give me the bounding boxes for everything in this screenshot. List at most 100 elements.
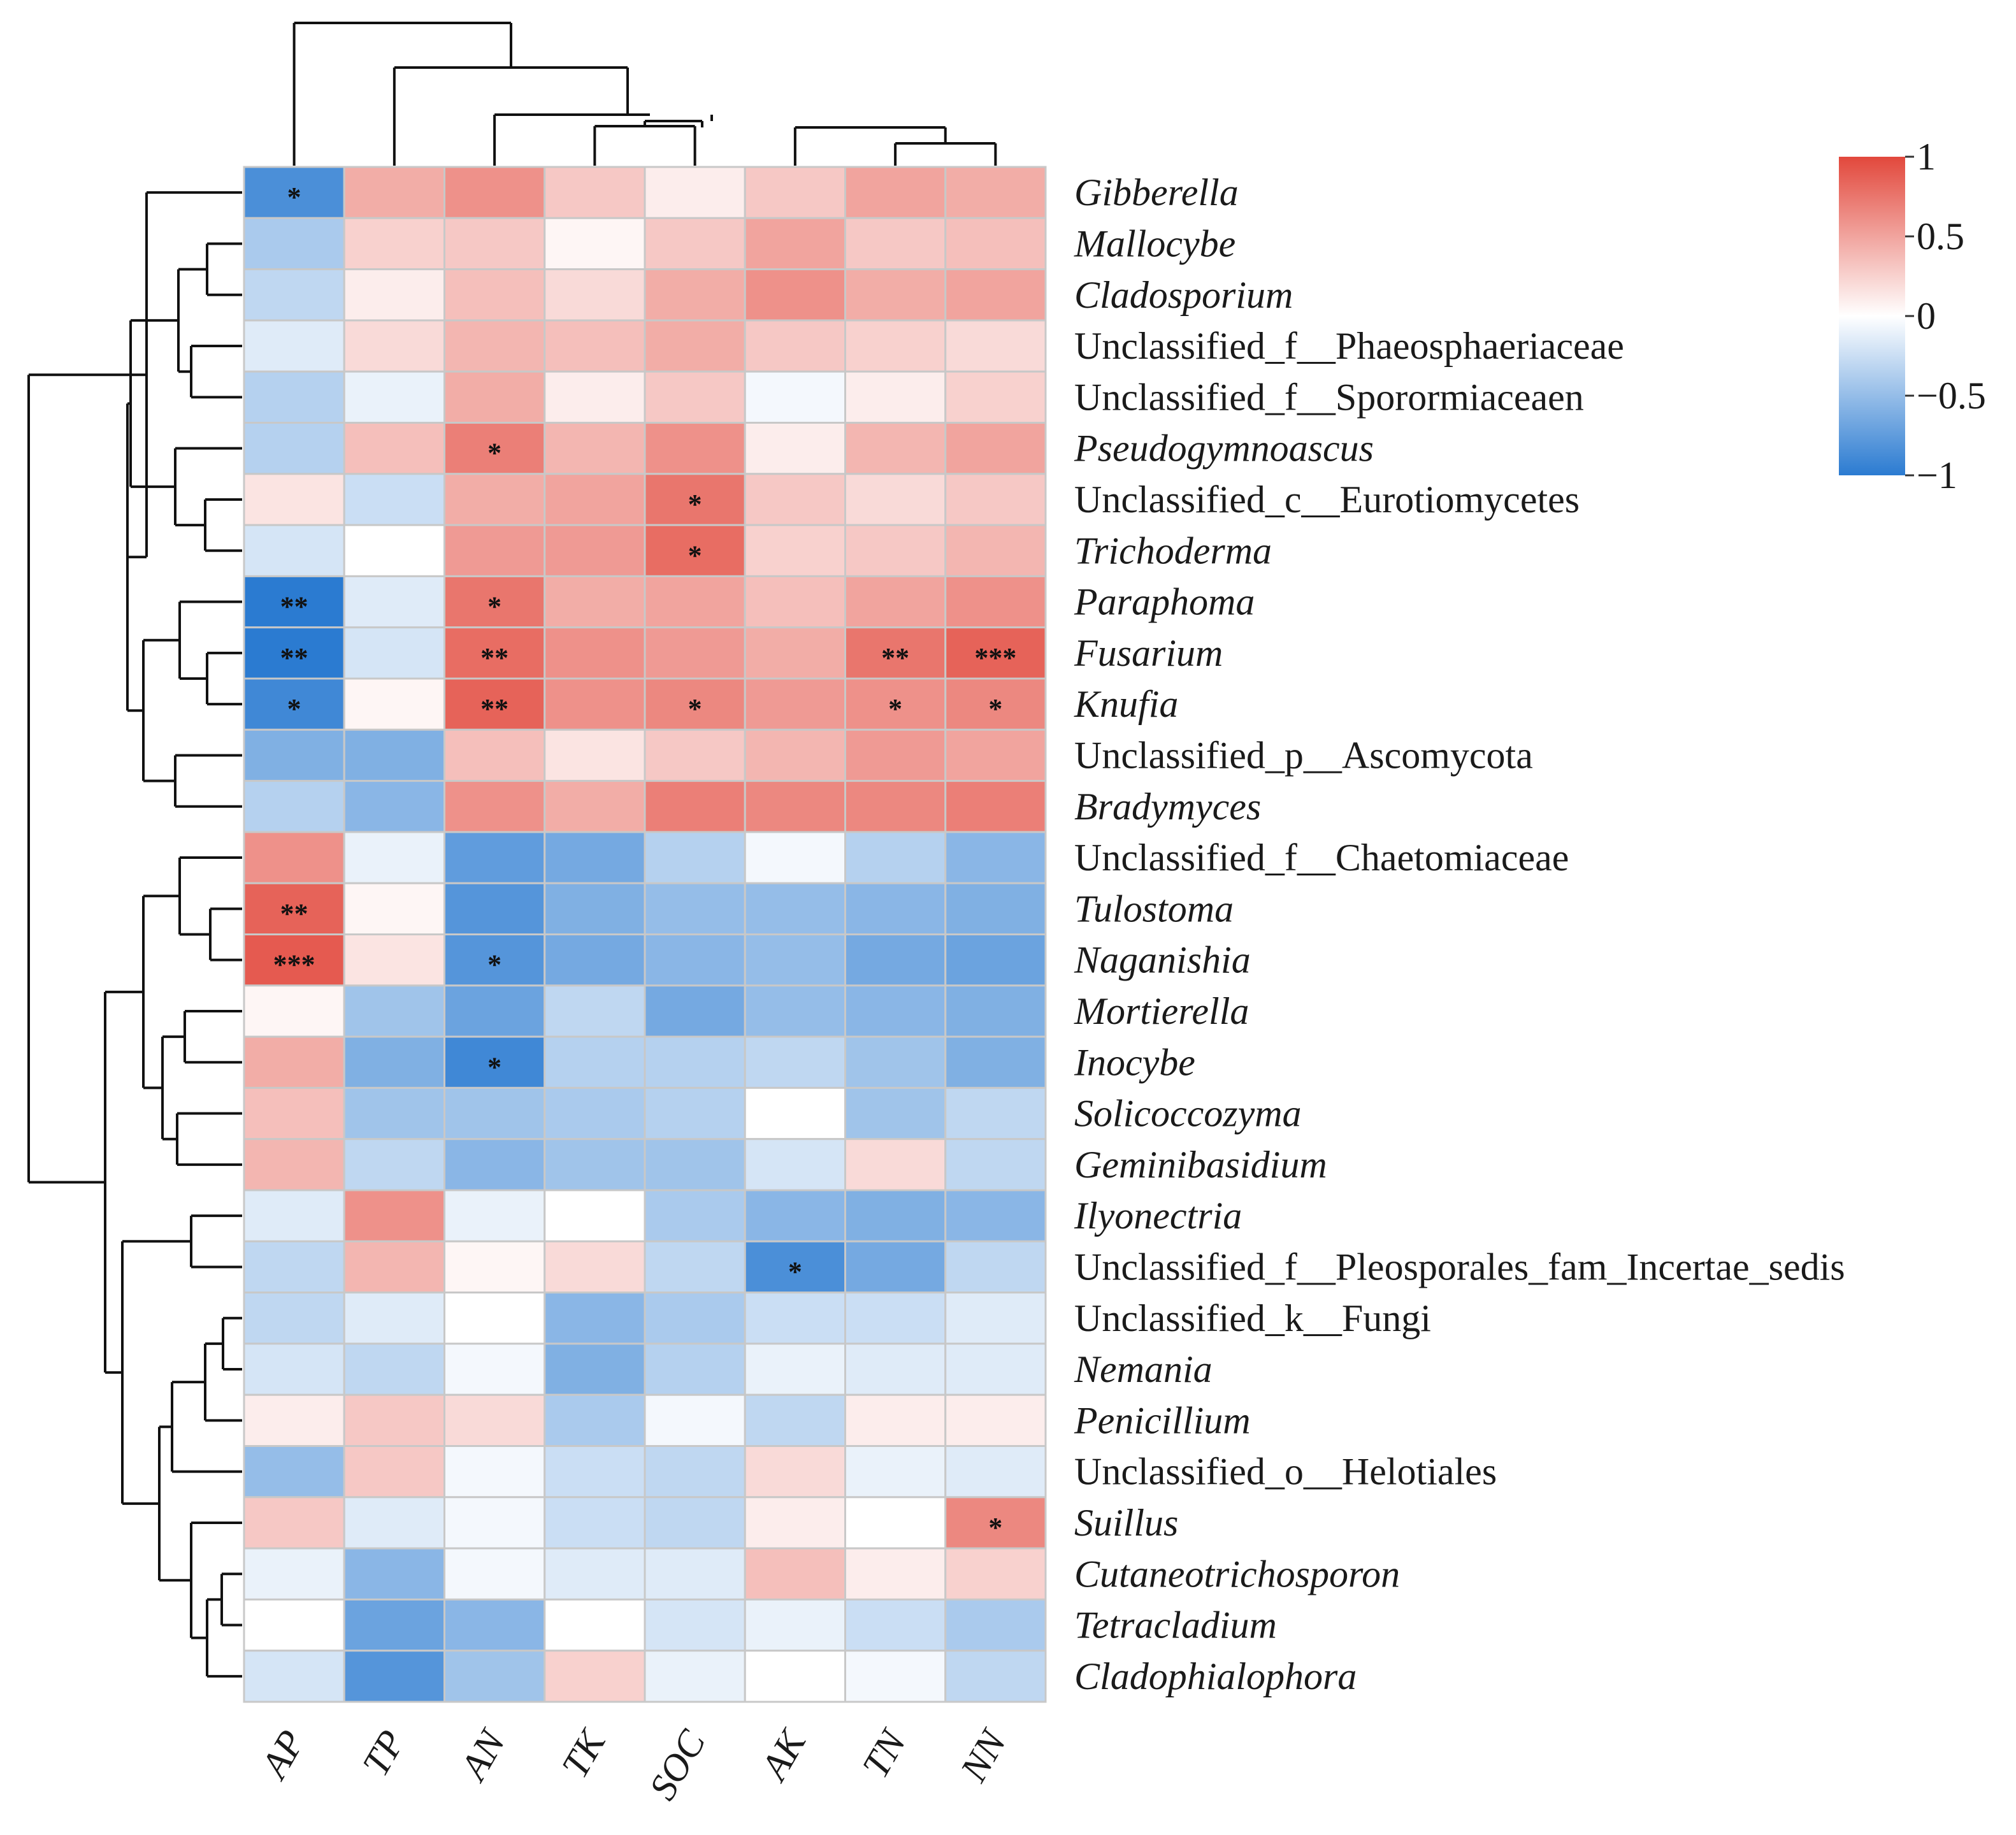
row-label: Tulostoma (1074, 888, 1234, 930)
heatmap-cell (544, 1035, 646, 1089)
heatmap-cell (544, 524, 646, 577)
heatmap-cell (343, 1547, 445, 1601)
heatmap-cell (644, 217, 746, 271)
heatmap-cell (243, 780, 345, 833)
heatmap-cell (443, 524, 546, 577)
heatmap-cell (443, 933, 546, 987)
heatmap-cell (944, 780, 1047, 833)
row-label: Suillus (1074, 1502, 1178, 1544)
heatmap-cell (343, 1086, 445, 1141)
heatmap-cell (544, 1547, 646, 1601)
heatmap-cell (644, 677, 746, 731)
heatmap-cell (243, 1035, 345, 1089)
heatmap-cell (644, 319, 746, 373)
heatmap-cell (343, 422, 445, 475)
heatmap-cell (744, 831, 846, 884)
heatmap-cell (744, 1342, 846, 1396)
row-label: Unclassified_p__Ascomycota (1074, 734, 1533, 776)
heatmap-cell (443, 166, 546, 219)
heatmap-cell (343, 575, 445, 629)
significance-mark: ** (280, 642, 308, 673)
heatmap-cell (544, 626, 646, 680)
heatmap-cell (944, 370, 1047, 424)
significance-mark: * (688, 693, 702, 724)
heatmap-cell (644, 1292, 746, 1345)
heatmap-cell (944, 728, 1047, 782)
significance-mark: *** (974, 642, 1016, 673)
heatmap-cell (243, 728, 345, 782)
heatmap-cells (243, 166, 1047, 1703)
row-label: Cladophialophora (1074, 1655, 1357, 1697)
heatmap-cell (443, 1138, 546, 1191)
heatmap-cell (644, 1650, 746, 1703)
row-label: Unclassified_f__Chaetomiaceae (1074, 837, 1569, 879)
colorbar-bar (1839, 157, 1905, 475)
heatmap-cell (844, 984, 947, 1038)
heatmap-cell (644, 1035, 746, 1089)
heatmap-cell (944, 1598, 1047, 1652)
heatmap-cell (944, 524, 1047, 577)
heatmap-cell (944, 1035, 1047, 1089)
heatmap-cell (744, 166, 846, 219)
heatmap-cell (443, 1035, 546, 1089)
heatmap-cell (944, 1496, 1047, 1550)
heatmap-cell (944, 1189, 1047, 1242)
heatmap-cell (343, 1342, 445, 1396)
heatmap-cell (644, 1445, 746, 1499)
heatmap-cell (944, 1292, 1047, 1345)
column-dendrogram (292, 22, 997, 166)
heatmap-cell (443, 831, 546, 884)
heatmap-cell (243, 217, 345, 271)
heatmap-cell (644, 1598, 746, 1652)
heatmap-cell (343, 1240, 445, 1294)
heatmap-cell (343, 984, 445, 1038)
heatmap-cell (243, 1598, 345, 1652)
row-label: Fusarium (1074, 632, 1223, 674)
heatmap-cell (343, 728, 445, 782)
heatmap-cell (243, 319, 345, 373)
significance-mark: * (788, 1256, 802, 1287)
heatmap-cell (744, 268, 846, 322)
heatmap-cell (644, 1547, 746, 1601)
heatmap-cell (644, 984, 746, 1038)
heatmap-cell (544, 166, 646, 219)
heatmap-cell (243, 1086, 345, 1141)
row-label: Penicillium (1074, 1399, 1251, 1441)
heatmap-cell (744, 1598, 846, 1652)
heatmap-cell (644, 1086, 746, 1141)
heatmap-cell (644, 268, 746, 322)
heatmap-cell (844, 1035, 947, 1089)
heatmap-cell (243, 1342, 345, 1396)
row-label: Trichoderma (1074, 529, 1272, 572)
heatmap-cell (844, 1342, 947, 1396)
heatmap-cell (944, 1445, 1047, 1499)
heatmap-cell (443, 1547, 546, 1601)
heatmap-cell (644, 1240, 746, 1294)
colorbar: 1 0.5 0 −0.5 −1 (1839, 136, 1986, 496)
row-label: Paraphoma (1074, 581, 1255, 623)
heatmap-cell (644, 626, 746, 680)
heatmap-cell (744, 882, 846, 935)
colorbar-tick-label: −0.5 (1917, 375, 1986, 417)
heatmap-cell (944, 831, 1047, 884)
heatmap-cell (644, 166, 746, 219)
row-label: Unclassified_k__Fungi (1074, 1297, 1431, 1339)
heatmap-cell (243, 268, 345, 322)
significance-mark: ** (280, 591, 308, 622)
heatmap-cell (443, 1496, 546, 1550)
heatmap-cell (544, 217, 646, 271)
heatmap-cell (944, 984, 1047, 1038)
row-label: Mortierella (1074, 990, 1249, 1032)
heatmap-cell (343, 319, 445, 373)
heatmap-cell (744, 473, 846, 526)
heatmap-cell (944, 626, 1047, 680)
heatmap-cell (944, 882, 1047, 935)
heatmap-cell (343, 524, 445, 577)
heatmap-cell (544, 984, 646, 1038)
heatmap-cell (443, 1598, 546, 1652)
significance-mark: ** (280, 898, 308, 929)
significance-mark: * (988, 693, 1002, 724)
heatmap-cell (544, 370, 646, 424)
heatmap-cell (844, 1393, 947, 1447)
heatmap-cell (944, 677, 1047, 731)
